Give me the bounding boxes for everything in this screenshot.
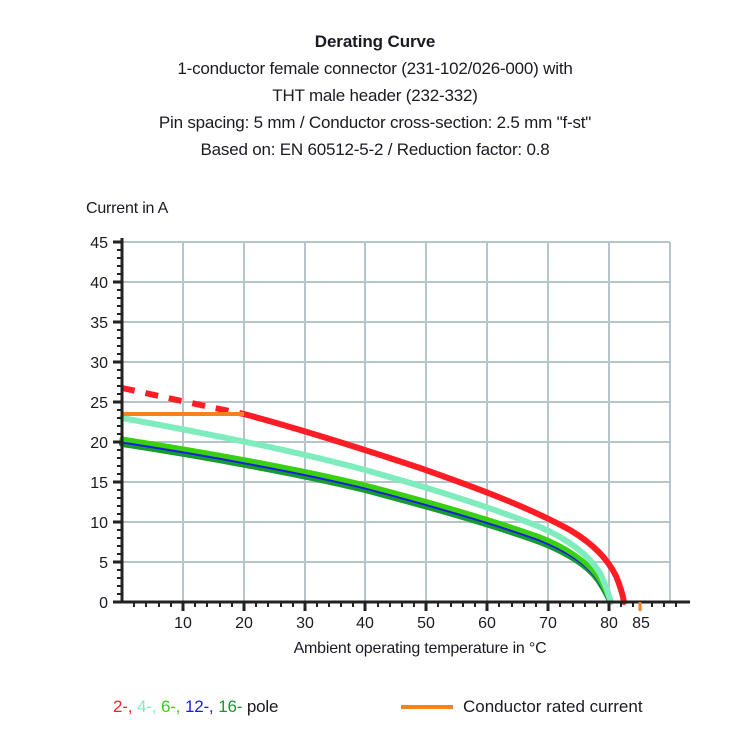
x-tick-label: 40 — [356, 615, 374, 632]
x-tick-label: 50 — [417, 615, 435, 632]
y-tick-label: 15 — [90, 475, 108, 492]
y-tick-label: 25 — [90, 395, 108, 412]
y-tick-label: 10 — [90, 515, 108, 532]
legend-item-4-pole: 4-, — [136, 697, 157, 716]
series-6-pole — [119, 436, 613, 605]
figure-subtitle-standard: Based on: EN 60512-5-2 / Reduction facto… — [200, 140, 550, 159]
legend-rated-label: Conductor rated current — [463, 697, 643, 716]
figure-subtitle-spacing: Pin spacing: 5 mm / Conductor cross-sect… — [158, 113, 592, 132]
series-2-pole-dashed — [121, 385, 245, 417]
legend-item-6-pole: 6-, — [160, 697, 181, 716]
x-tick-label: 80 — [600, 615, 618, 632]
series-4-pole — [119, 415, 614, 605]
y-axis-minor-ticks — [117, 249, 122, 595]
y-axis-tick-labels: 0 5 10 15 20 25 30 35 40 45 — [90, 235, 108, 612]
legend-rated-current: Conductor rated current — [401, 697, 643, 717]
y-tick-label: 5 — [99, 555, 108, 572]
y-tick-label: 0 — [99, 595, 108, 612]
figure-subtitle-header: THT male header (232-332) — [272, 86, 478, 105]
plot-area: 0 5 10 15 20 25 30 35 40 45 10 20 30 40 … — [90, 235, 690, 632]
x-axis-title-wrap: Ambient operating temperature in °C — [0, 640, 750, 658]
legend-pole-suffix: pole — [246, 697, 279, 716]
legend-item-16-pole: 16- — [218, 697, 243, 716]
y-axis-ticks — [113, 240, 122, 604]
x-axis-title: Ambient operating temperature in °C — [293, 640, 547, 657]
figure-title: Derating Curve — [314, 32, 436, 51]
legend-pole-series: 2-, 4-, 6-, 12-, 16- pole — [113, 697, 278, 717]
series-2-pole-solid — [241, 411, 627, 605]
x-axis-ticks — [181, 602, 642, 611]
chart-legend: 2-, 4-, 6-, 12-, 16- pole Conductor rate… — [0, 697, 750, 727]
legend-item-12-pole: 12-, — [184, 697, 214, 716]
legend-item-2-pole: 2-, — [113, 697, 133, 716]
y-tick-label: 45 — [90, 235, 108, 252]
x-tick-label: 70 — [539, 615, 557, 632]
y-tick-label: 35 — [90, 315, 108, 332]
x-tick-label: 60 — [478, 615, 496, 632]
x-tick-label: 10 — [174, 615, 192, 632]
y-tick-label: 20 — [90, 435, 108, 452]
rated-current-line-swatch — [401, 705, 453, 709]
figure-title-block: Derating Curve 1-conductor female connec… — [0, 28, 750, 163]
y-tick-label: 40 — [90, 275, 108, 292]
x-tick-label: 85 — [632, 615, 650, 632]
y-axis-title: Current in A — [86, 200, 169, 217]
horizontal-gridlines — [122, 241, 670, 563]
x-tick-label: 30 — [296, 615, 314, 632]
axis-lines — [120, 238, 690, 604]
x-axis-minor-ticks — [133, 602, 677, 607]
y-tick-label: 30 — [90, 355, 108, 372]
figure-subtitle-connector: 1-conductor female connector (231-102/02… — [177, 59, 573, 78]
x-tick-label: 20 — [235, 615, 253, 632]
vertical-gridlines — [182, 242, 671, 602]
x-axis-tick-labels: 10 20 30 40 50 60 70 80 85 — [174, 615, 650, 632]
